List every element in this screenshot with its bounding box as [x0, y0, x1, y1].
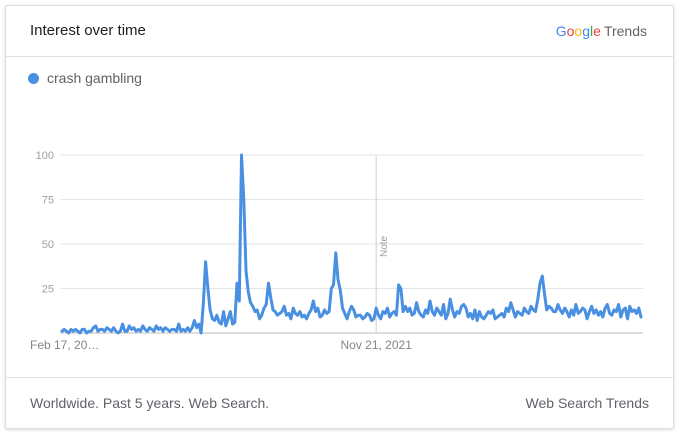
chart-legend: crash gambling [28, 70, 142, 86]
y-tick-label: 50 [42, 239, 54, 251]
trends-wordmark: Trends [603, 23, 647, 39]
y-tick-label: 100 [36, 150, 54, 162]
google-letter: l [590, 23, 594, 39]
legend-label-crash-gambling: crash gambling [47, 70, 142, 86]
y-tick-label: 25 [42, 284, 54, 296]
google-letter: g [582, 23, 591, 39]
note-label: Note [379, 235, 390, 257]
card-header: Interest over time Google Trends [6, 6, 673, 57]
series-line-crash-gambling [60, 153, 643, 335]
footer-scope-text: Worldwide. Past 5 years. Web Search. [30, 395, 270, 411]
footer-search-trends-text: Web Search Trends [525, 395, 649, 411]
google-letter: e [593, 23, 601, 39]
y-tick-label: 75 [42, 195, 54, 207]
google-letter: o [574, 23, 583, 39]
google-wordmark: Google [556, 23, 601, 39]
x-tick-label: Nov 21, 2021 [340, 338, 412, 352]
card-footer: Worldwide. Past 5 years. Web Search. Web… [6, 377, 673, 428]
card-title: Interest over time [30, 22, 146, 39]
legend-dot-icon [28, 72, 39, 84]
x-tick-label: Feb 17, 20… [30, 338, 99, 352]
google-letter: G [555, 23, 567, 39]
google-letter: o [566, 23, 575, 39]
google-trends-logo[interactable]: Google Trends [556, 23, 647, 39]
interest-over-time-card: Interest over time Google Trends crash ga… [5, 5, 674, 429]
